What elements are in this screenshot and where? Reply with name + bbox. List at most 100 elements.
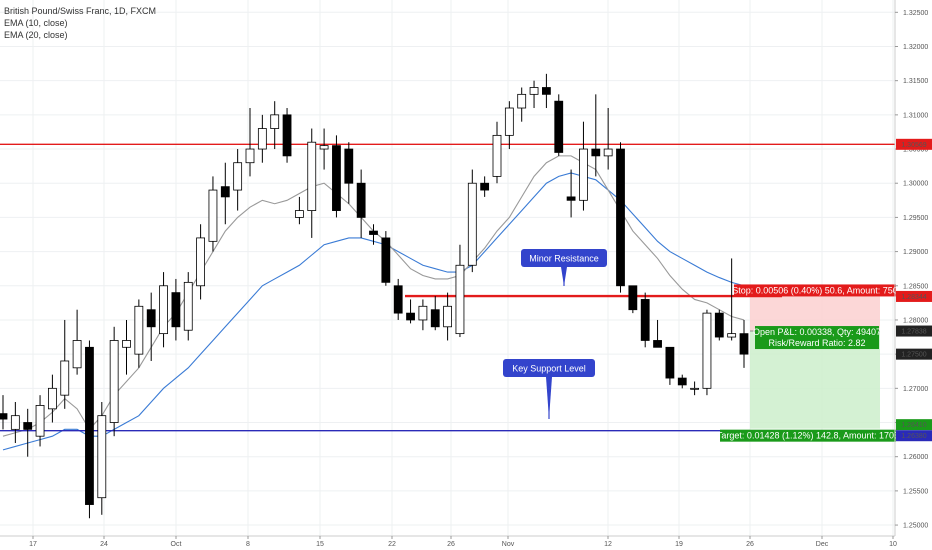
candle — [171, 278, 181, 341]
candle-body — [319, 145, 329, 150]
candle-body — [504, 107, 514, 136]
price-tag: 1.26380 — [896, 430, 932, 442]
candle-body — [640, 299, 650, 341]
candle — [0, 395, 8, 430]
candle — [529, 80, 539, 109]
candle — [591, 94, 601, 177]
price-tag-text: 1.26410 — [901, 422, 926, 429]
candle — [677, 374, 687, 389]
candle-body — [332, 145, 341, 211]
candle — [307, 128, 317, 238]
candle — [344, 142, 354, 204]
minor-resistance-callout-text: Minor Resistance — [529, 254, 599, 264]
trade-zones — [750, 296, 880, 429]
candle — [35, 395, 45, 447]
candle — [245, 108, 255, 177]
candle-body — [0, 413, 8, 420]
candle — [418, 299, 428, 331]
candle-body — [591, 148, 601, 157]
time-tick-label: 22 — [388, 541, 396, 548]
candle — [23, 408, 33, 457]
price-tag: 1.27500 — [896, 348, 932, 360]
candle — [714, 309, 724, 341]
candle-body — [517, 93, 527, 109]
price-tick-label: 1.29500 — [903, 215, 928, 222]
candle-body — [35, 405, 45, 437]
candle-body — [714, 312, 724, 338]
candle-body — [10, 415, 20, 430]
candle — [517, 87, 527, 122]
candle — [727, 258, 737, 341]
target-label: Target: 0.01428 (1.12%) 142.8, Amount: 1… — [717, 429, 899, 442]
price-tick-label: 1.28000 — [903, 317, 928, 324]
price-tag: 1.26410 — [896, 419, 932, 431]
candle-body — [97, 415, 107, 499]
risk-reward-label: Risk/Reward Ratio: 2.82 — [755, 337, 879, 350]
candle — [72, 309, 82, 375]
trade-labels: Stop: 0.00506 (0.40%) 50.6, Amount: 750 O… — [717, 284, 899, 442]
candle-body — [72, 340, 82, 369]
candle — [332, 135, 341, 218]
candle — [579, 121, 588, 211]
candle-body — [85, 346, 94, 505]
time-tick-label: 12 — [604, 541, 612, 548]
price-tick-label: 1.31000 — [903, 112, 928, 119]
candle — [504, 101, 514, 150]
price-tag-box — [896, 419, 932, 431]
price-tag-text: 1.30569 — [901, 142, 926, 149]
price-tag-text: 1.28344 — [901, 294, 926, 301]
candle — [406, 299, 415, 324]
candle — [443, 292, 453, 341]
chart-legend: British Pound/Swiss Franc, 1D, FXCM EMA … — [4, 5, 156, 41]
price-tag: 1.27838 — [896, 325, 932, 337]
candle-body — [109, 340, 119, 423]
price-tick-label: 1.28500 — [903, 283, 928, 290]
risk-reward-label-text: Risk/Reward Ratio: 2.82 — [768, 338, 865, 348]
candle-body — [369, 230, 378, 235]
price-tick-label: 1.31500 — [903, 78, 928, 85]
time-tick-label: Oct — [171, 541, 182, 548]
price-tick-label: 1.25500 — [903, 488, 928, 495]
price-tag-text: 1.27500 — [901, 352, 926, 359]
candle — [542, 73, 551, 109]
candle — [430, 296, 440, 331]
candle — [319, 128, 329, 170]
minor-resistance-callout-box — [521, 249, 607, 267]
candle-body — [208, 189, 218, 242]
minor-resistance-callout: Minor Resistance — [521, 249, 607, 286]
time-tick-label: 10 — [889, 541, 897, 548]
price-tick-label: 1.32000 — [903, 44, 928, 51]
price-tick-label: 1.29000 — [903, 249, 928, 256]
candle-body — [220, 186, 230, 198]
price-tick-label: 1.32500 — [903, 10, 928, 17]
candle-body — [270, 114, 280, 129]
candle — [665, 346, 675, 385]
candle — [381, 231, 391, 286]
candle — [467, 169, 477, 273]
price-tick-label: 1.30000 — [903, 181, 928, 188]
candle-body — [393, 285, 403, 314]
time-tick-label: 15 — [316, 541, 324, 548]
candle-body — [418, 305, 428, 321]
candle-body — [739, 333, 749, 355]
time-axis[interactable]: 17 24 Oct 8 15 22 26 Nov 12 19 26 Dec 10 — [29, 536, 897, 548]
candle — [97, 402, 107, 515]
target-label-text: Target: 0.01428 (1.12%) 142.8, Amount: 1… — [717, 431, 899, 441]
time-tick-label: 26 — [447, 541, 455, 548]
price-tag: 1.30569 — [896, 138, 932, 150]
candle — [257, 114, 267, 163]
candle-body — [257, 128, 267, 150]
price-tag-box — [896, 348, 932, 360]
legend-title: British Pound/Swiss Franc, 1D, FXCM — [4, 6, 157, 16]
candle — [122, 319, 131, 375]
callouts: Minor Resistance Key Support Level — [503, 249, 607, 419]
candle-body — [727, 333, 737, 338]
price-tag-box — [896, 430, 932, 442]
candle-body — [480, 182, 490, 191]
open-pnl-label: Open P&L: 0.00338, Qty: 49407 — [753, 326, 881, 339]
candle — [208, 176, 218, 252]
candle-body — [665, 346, 675, 379]
candle-body — [566, 196, 576, 201]
candle-body — [628, 285, 638, 311]
